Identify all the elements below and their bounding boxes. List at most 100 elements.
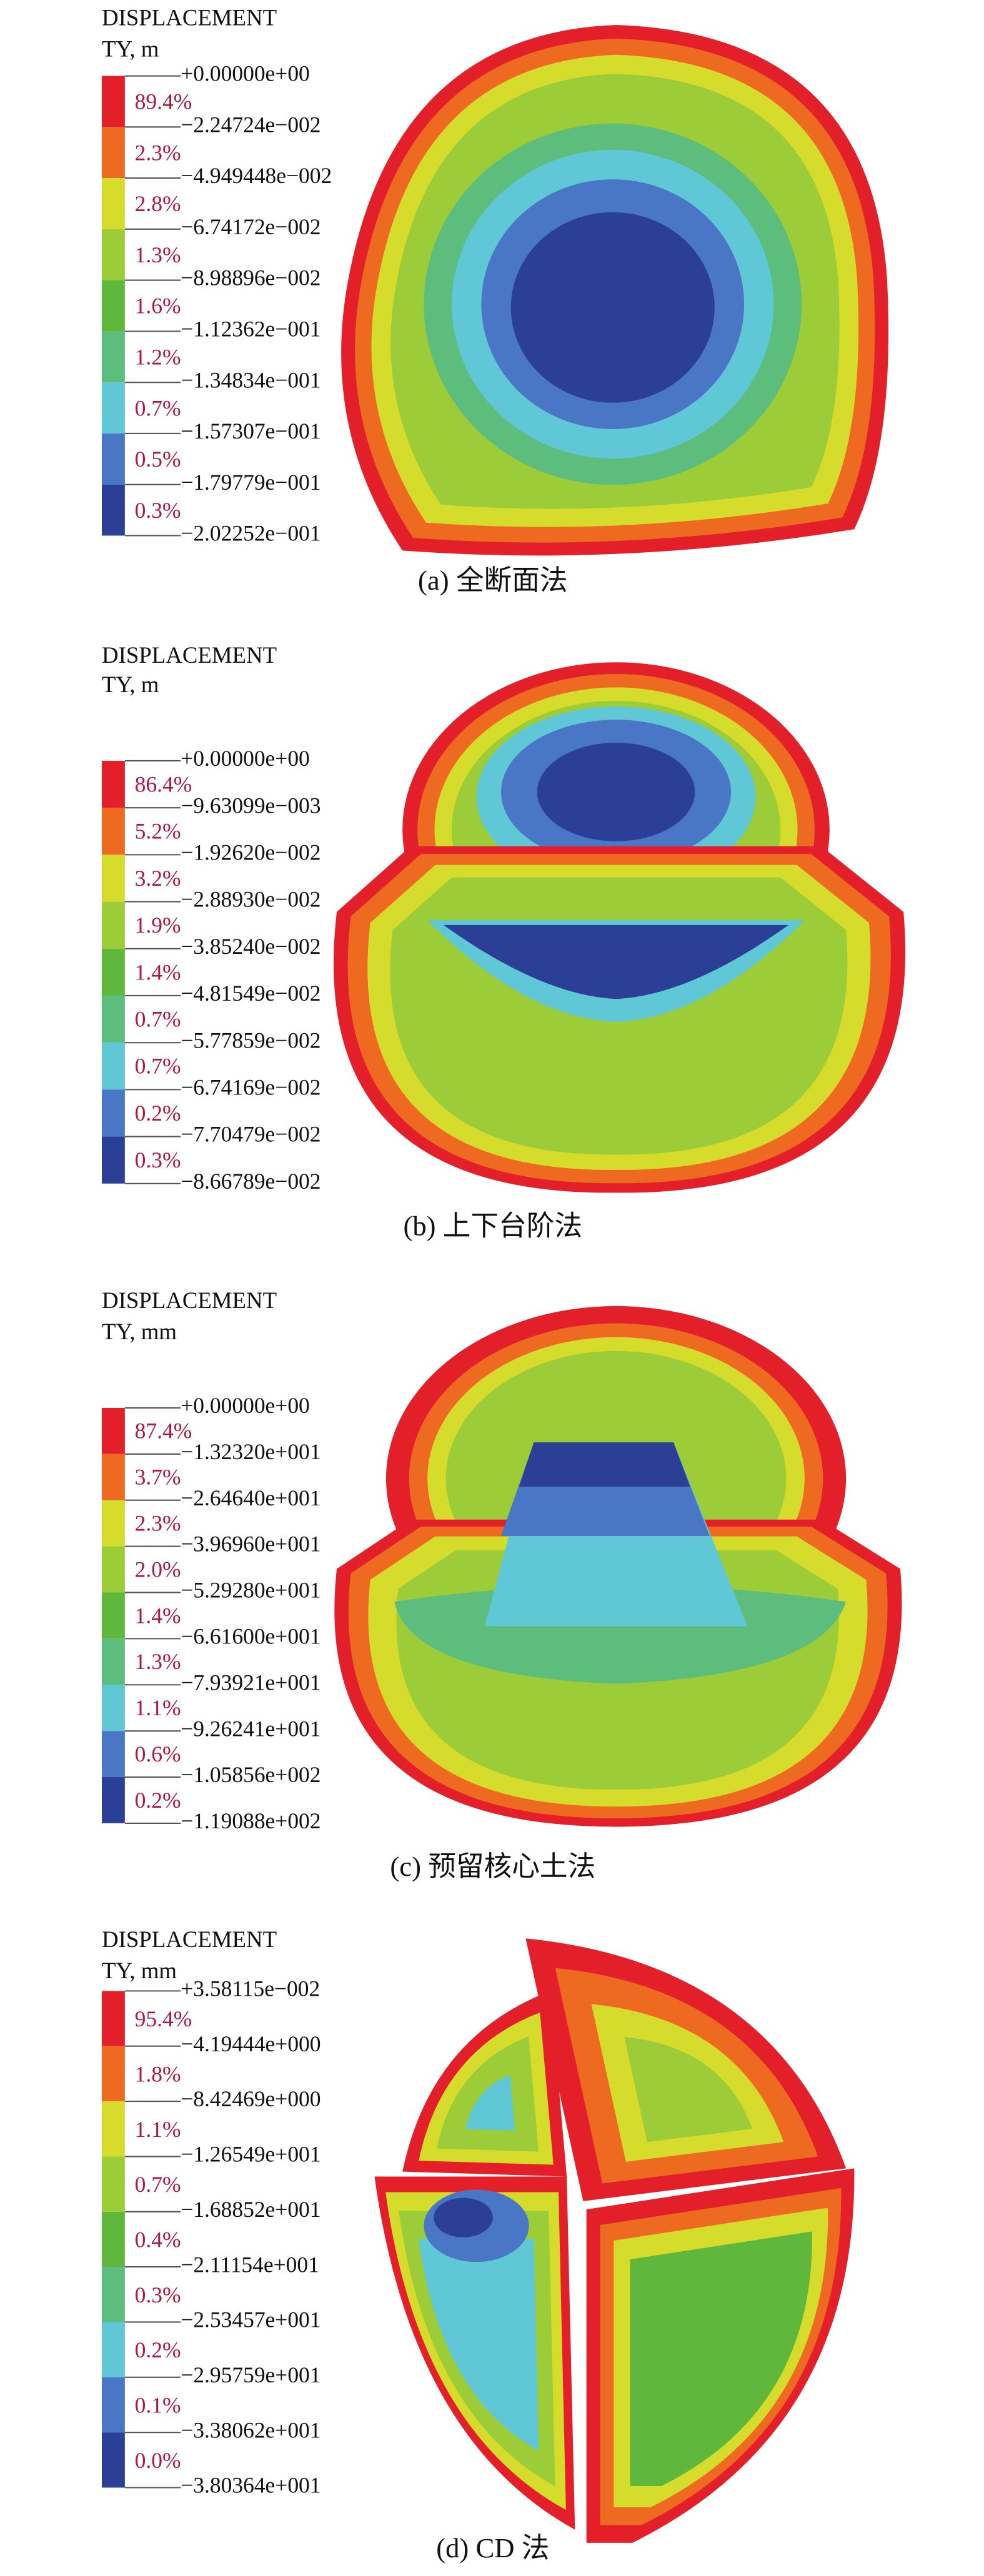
legend-band [102,1731,125,1778]
legend-percent: 3.7% [135,1465,181,1490]
legend-band [102,178,125,229]
legend-level: −8.42469e+000 [181,2086,321,2111]
legend-percent: 1.9% [135,913,181,938]
legend-percent: 2.0% [135,1557,181,1582]
legend-level: −3.38062e+001 [181,2417,321,2442]
legend-title: DISPLACEMENT [102,642,277,668]
legend-level: −2.11154e+001 [181,2252,319,2277]
legend-percent: 2.8% [135,191,181,216]
legend-level: +3.58115e−002 [181,1976,320,2001]
legend-percent: 0.7% [135,1006,181,1031]
legend-level: −2.02252e−001 [181,521,321,546]
legend-band [102,1638,125,1685]
legend-level: −2.53457e+001 [181,2307,321,2332]
legend-percent: 0.7% [135,2172,181,2197]
legend-band [102,948,125,996]
legend-percent: 87.4% [135,1419,192,1444]
legend-level: −3.85240e−002 [181,934,321,959]
legend-level: −4.19444e+000 [181,2031,321,2056]
legend-band [102,995,125,1043]
legend-level: −7.70479e−002 [181,1122,321,1147]
legend-level: −1.12362e−001 [181,317,321,342]
legend-title: DISPLACEMENT [102,1287,277,1313]
legend-percent: 5.2% [135,819,181,844]
legend-title: DISPLACEMENT [102,5,277,31]
legend-level: −1.79779e−001 [181,470,321,495]
legend-band [102,1500,125,1547]
legend-band [102,2211,125,2267]
legend-level: −8.98896e−002 [181,265,321,290]
legend-level: −6.74172e−002 [181,214,321,239]
legend-percent: 95.4% [135,2006,192,2031]
legend-level: −8.66789e−002 [181,1169,321,1194]
caption: (b) 上下台阶法 [403,1211,582,1242]
legend-band [102,382,125,433]
legend-level: −1.19088e+002 [181,1808,321,1833]
contour-region [519,1442,690,1487]
legend-unit: TY, mm [102,1319,177,1344]
legend-percent: 1.4% [135,959,181,984]
legend-percent: 0.3% [135,2282,181,2307]
legend-band [102,331,125,383]
legend-band [102,2101,125,2157]
legend-level: +0.00000e+00 [181,61,310,86]
legend-level: −9.26241e+001 [181,1716,321,1741]
legend-band [102,127,125,179]
legend-band [102,1777,125,1823]
contour-region [630,2231,813,2486]
legend-percent: 0.3% [135,1147,181,1172]
legend-percent: 1.4% [135,1603,181,1628]
legend-band [102,2432,125,2488]
legend-band [102,1136,125,1184]
contour-region [465,2074,515,2131]
legend-level: +0.00000e+00 [181,746,310,771]
legend-level: −6.61600e+001 [181,1624,321,1649]
legend-level: −2.24724e−002 [181,112,321,137]
legend-band [102,484,125,536]
contour-region [624,2036,753,2143]
legend-level: +0.00000e+00 [181,1393,310,1418]
caption: (d) CD 法 [436,2532,549,2564]
legend-band [102,2377,125,2433]
legend-percent: 1.8% [135,2061,181,2086]
legend-level: −1.68852e+001 [181,2197,321,2222]
contour-region [510,212,715,403]
legend-level: −1.57307e−001 [181,419,321,443]
legend-percent: 1.2% [135,345,181,370]
legend-percent: 0.7% [135,1054,181,1079]
legend-level: −2.88930e−002 [181,887,321,912]
legend-level: −4.949448e−002 [181,163,332,188]
legend-percent: 0.2% [135,1101,181,1126]
legend-percent: 0.0% [135,2448,181,2473]
legend-percent: 0.2% [135,1788,181,1813]
legend-unit: TY, m [102,671,159,697]
legend-percent: 1.6% [135,294,181,319]
legend-percent: 1.3% [135,242,181,267]
legend-band [102,1685,125,1731]
legend-band [102,1407,125,1454]
legend-percent: 0.6% [135,1741,181,1766]
legend-percent: 3.2% [135,866,181,891]
legend-band [102,808,125,855]
contour-region [537,743,695,841]
legend-unit: TY, m [102,36,159,62]
contour-region [418,2239,539,2451]
legend-percent: 86.4% [135,771,192,796]
legend-level: −3.96960e+001 [181,1532,321,1557]
legend-percent: 1.1% [135,1695,181,1720]
legend-band [102,2267,125,2322]
legend-band [102,433,125,485]
legend-band [102,1089,125,1137]
legend-band [102,760,125,808]
legend-level: −2.95759e+001 [181,2362,321,2387]
legend-title: DISPLACEMENT [102,1926,277,1952]
legend-percent: 2.3% [135,140,181,165]
legend-level: −2.64640e+001 [181,1485,321,1510]
legend-band [102,2322,125,2377]
legend-level: −7.93921e+001 [181,1670,321,1695]
legend-band [102,2046,125,2102]
legend-unit: TY, mm [102,1958,177,1983]
